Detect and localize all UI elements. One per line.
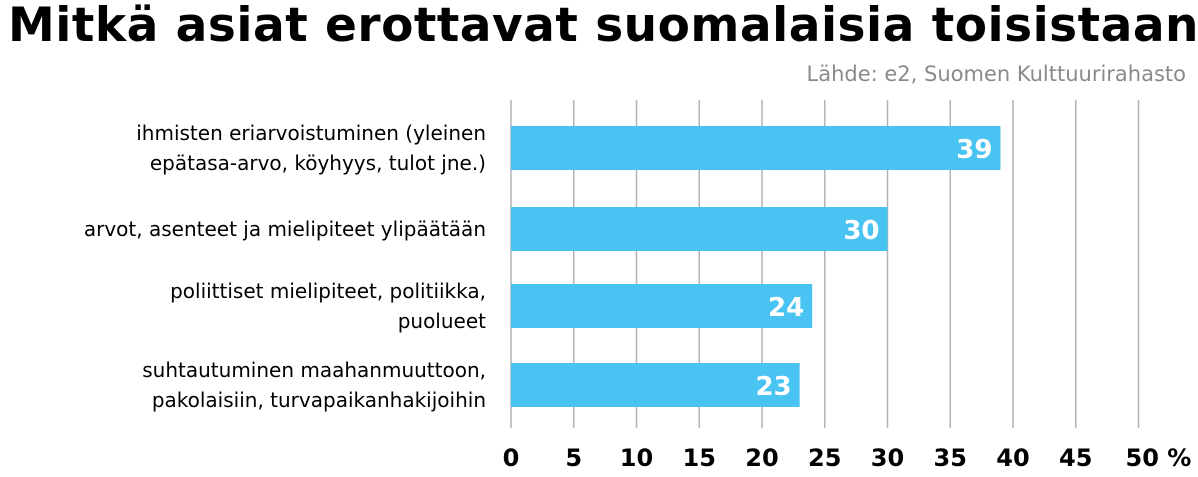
- category-label: arvot, asenteet ja mielipiteet ylipäätää…: [84, 217, 486, 241]
- category-label: pakolaisiin, turvapaikanhakijoihin: [152, 388, 486, 412]
- chart-title: Mitkä asiat erottavat suomalaisia toisis…: [8, 0, 1198, 53]
- x-tick-label: 10: [620, 444, 653, 472]
- x-tick-label: 35: [934, 444, 967, 472]
- bar-value-label: 30: [843, 216, 879, 246]
- category-labels: ihmisten eriarvoistuminen (yleinen epätas…: [84, 121, 486, 412]
- x-tick-label: 0: [503, 444, 520, 472]
- bar-3: [511, 363, 800, 407]
- x-tick-label: 30: [871, 444, 904, 472]
- category-label: ihmisten eriarvoistuminen (yleinen: [136, 121, 486, 145]
- category-label: suhtautuminen maahanmuuttoon,: [142, 358, 486, 382]
- x-tick-label: 15: [683, 444, 716, 472]
- category-label: epätasa-arvo, köyhyys, tulot jne.): [150, 151, 486, 175]
- x-axis-ticks: 0 5 10 15 20 25 30 35 40 45 50 %: [503, 444, 1192, 472]
- bar-value-label: 23: [755, 372, 791, 402]
- category-label: puolueet: [398, 309, 486, 333]
- x-tick-label: 40: [996, 444, 1029, 472]
- x-tick-label: 20: [745, 444, 778, 472]
- x-tick-label: 50 %: [1126, 444, 1192, 472]
- bar-2: [511, 284, 813, 328]
- bars: 39 30 24 23: [511, 126, 1001, 407]
- bar-0: [511, 126, 1001, 170]
- category-label: poliittiset mielipiteet, politiikka,: [170, 279, 486, 303]
- x-tick-label: 45: [1059, 444, 1092, 472]
- bar-value-label: 39: [956, 135, 992, 165]
- x-tick-label: 25: [808, 444, 841, 472]
- bar-1: [511, 207, 888, 251]
- bar-value-label: 24: [768, 293, 804, 323]
- chart-source: Lähde: e2, Suomen Kulttuurirahasto: [806, 62, 1187, 86]
- x-tick-label: 5: [565, 444, 582, 472]
